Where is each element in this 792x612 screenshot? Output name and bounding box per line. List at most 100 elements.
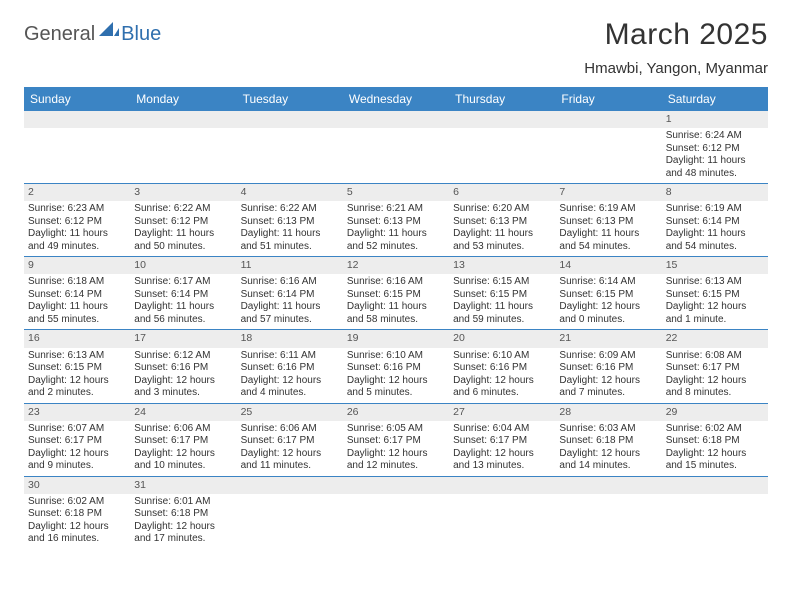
sunset-text: Sunset: 6:13 PM [453,216,551,229]
calendar-cell: 16Sunrise: 6:13 AMSunset: 6:15 PMDayligh… [24,330,130,403]
day-number: 6 [449,184,555,201]
cell-content: Sunrise: 6:10 AMSunset: 6:16 PMDaylight:… [449,348,555,403]
page-header: General Blue March 2025 Hmawbi, Yangon, … [24,18,768,77]
calendar-cell: 25Sunrise: 6:06 AMSunset: 6:17 PMDayligh… [237,403,343,476]
calendar-week-row: 23Sunrise: 6:07 AMSunset: 6:17 PMDayligh… [24,403,768,476]
sunrise-text: Sunrise: 6:21 AM [347,203,445,216]
day-number: 29 [662,404,768,421]
sunset-text: Sunset: 6:14 PM [666,216,764,229]
calendar-cell: 14Sunrise: 6:14 AMSunset: 6:15 PMDayligh… [555,257,661,330]
day-number: 23 [24,404,130,421]
calendar-cell: 21Sunrise: 6:09 AMSunset: 6:16 PMDayligh… [555,330,661,403]
day-number [343,111,449,128]
day-number [343,477,449,494]
weekday-header: Tuesday [237,87,343,111]
daylight-text: Daylight: 12 hours and 5 minutes. [347,375,445,400]
sunrise-text: Sunrise: 6:01 AM [134,496,232,509]
sunset-text: Sunset: 6:18 PM [134,508,232,521]
cell-content: Sunrise: 6:24 AMSunset: 6:12 PMDaylight:… [662,128,768,183]
sunset-text: Sunset: 6:14 PM [134,289,232,302]
cell-content: Sunrise: 6:02 AMSunset: 6:18 PMDaylight:… [24,494,130,549]
sunset-text: Sunset: 6:16 PM [559,362,657,375]
calendar-cell: 2Sunrise: 6:23 AMSunset: 6:12 PMDaylight… [24,184,130,257]
sunrise-text: Sunrise: 6:24 AM [666,130,764,143]
cell-content [662,494,768,542]
daylight-text: Daylight: 11 hours and 51 minutes. [241,228,339,253]
month-title: March 2025 [584,18,768,52]
sunrise-text: Sunrise: 6:10 AM [453,350,551,363]
day-number: 8 [662,184,768,201]
day-number [449,111,555,128]
daylight-text: Daylight: 12 hours and 2 minutes. [28,375,126,400]
cell-content: Sunrise: 6:19 AMSunset: 6:13 PMDaylight:… [555,201,661,256]
calendar-cell [662,476,768,549]
calendar-cell [237,476,343,549]
daylight-text: Daylight: 11 hours and 50 minutes. [134,228,232,253]
day-number: 11 [237,257,343,274]
cell-content [449,128,555,176]
day-number: 2 [24,184,130,201]
calendar-cell [343,476,449,549]
calendar-week-row: 9Sunrise: 6:18 AMSunset: 6:14 PMDaylight… [24,257,768,330]
calendar-cell: 19Sunrise: 6:10 AMSunset: 6:16 PMDayligh… [343,330,449,403]
weekday-header: Sunday [24,87,130,111]
cell-content: Sunrise: 6:18 AMSunset: 6:14 PMDaylight:… [24,274,130,329]
calendar-cell [343,111,449,184]
sunrise-text: Sunrise: 6:04 AM [453,423,551,436]
sunrise-text: Sunrise: 6:07 AM [28,423,126,436]
calendar-week-row: 1Sunrise: 6:24 AMSunset: 6:12 PMDaylight… [24,111,768,184]
weekday-header: Wednesday [343,87,449,111]
calendar-cell: 31Sunrise: 6:01 AMSunset: 6:18 PMDayligh… [130,476,236,549]
sunset-text: Sunset: 6:15 PM [28,362,126,375]
calendar-cell: 12Sunrise: 6:16 AMSunset: 6:15 PMDayligh… [343,257,449,330]
calendar-page: General Blue March 2025 Hmawbi, Yangon, … [0,0,792,549]
sunrise-text: Sunrise: 6:10 AM [347,350,445,363]
cell-content: Sunrise: 6:03 AMSunset: 6:18 PMDaylight:… [555,421,661,476]
daylight-text: Daylight: 11 hours and 59 minutes. [453,301,551,326]
sunrise-text: Sunrise: 6:15 AM [453,276,551,289]
daylight-text: Daylight: 12 hours and 0 minutes. [559,301,657,326]
day-number: 21 [555,330,661,347]
daylight-text: Daylight: 12 hours and 15 minutes. [666,448,764,473]
sunrise-text: Sunrise: 6:02 AM [666,423,764,436]
sunrise-text: Sunrise: 6:05 AM [347,423,445,436]
sunset-text: Sunset: 6:14 PM [241,289,339,302]
sunset-text: Sunset: 6:17 PM [666,362,764,375]
sunset-text: Sunset: 6:17 PM [28,435,126,448]
sunrise-text: Sunrise: 6:03 AM [559,423,657,436]
sunrise-text: Sunrise: 6:16 AM [241,276,339,289]
sunrise-text: Sunrise: 6:16 AM [347,276,445,289]
day-number: 9 [24,257,130,274]
sunset-text: Sunset: 6:12 PM [666,143,764,156]
sunset-text: Sunset: 6:18 PM [666,435,764,448]
cell-content: Sunrise: 6:05 AMSunset: 6:17 PMDaylight:… [343,421,449,476]
cell-content: Sunrise: 6:13 AMSunset: 6:15 PMDaylight:… [24,348,130,403]
sunset-text: Sunset: 6:15 PM [347,289,445,302]
day-number: 30 [24,477,130,494]
calendar-cell: 20Sunrise: 6:10 AMSunset: 6:16 PMDayligh… [449,330,555,403]
daylight-text: Daylight: 11 hours and 48 minutes. [666,155,764,180]
sunset-text: Sunset: 6:18 PM [28,508,126,521]
day-number: 4 [237,184,343,201]
daylight-text: Daylight: 11 hours and 55 minutes. [28,301,126,326]
daylight-text: Daylight: 11 hours and 56 minutes. [134,301,232,326]
cell-content [24,128,130,176]
sunset-text: Sunset: 6:18 PM [559,435,657,448]
calendar-cell [237,111,343,184]
cell-content [449,494,555,542]
daylight-text: Daylight: 11 hours and 57 minutes. [241,301,339,326]
cell-content: Sunrise: 6:04 AMSunset: 6:17 PMDaylight:… [449,421,555,476]
cell-content: Sunrise: 6:21 AMSunset: 6:13 PMDaylight:… [343,201,449,256]
calendar-cell: 10Sunrise: 6:17 AMSunset: 6:14 PMDayligh… [130,257,236,330]
weekday-header: Monday [130,87,236,111]
sunset-text: Sunset: 6:17 PM [347,435,445,448]
sunset-text: Sunset: 6:15 PM [453,289,551,302]
daylight-text: Daylight: 11 hours and 54 minutes. [559,228,657,253]
calendar-cell: 3Sunrise: 6:22 AMSunset: 6:12 PMDaylight… [130,184,236,257]
calendar-cell: 15Sunrise: 6:13 AMSunset: 6:15 PMDayligh… [662,257,768,330]
daylight-text: Daylight: 12 hours and 14 minutes. [559,448,657,473]
cell-content: Sunrise: 6:12 AMSunset: 6:16 PMDaylight:… [130,348,236,403]
sunset-text: Sunset: 6:15 PM [559,289,657,302]
day-number [130,111,236,128]
sunset-text: Sunset: 6:16 PM [347,362,445,375]
